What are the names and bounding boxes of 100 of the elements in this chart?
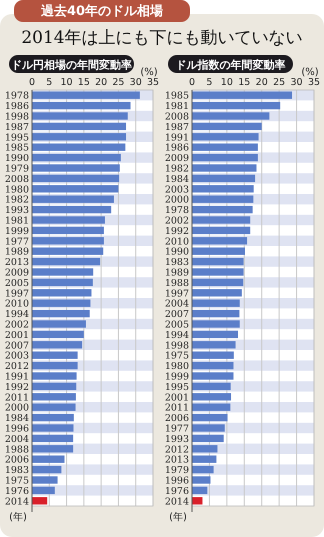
bar (32, 300, 90, 307)
y-tick-label: 1988 (164, 278, 189, 289)
bar (192, 414, 228, 422)
y-tick-label: 1996 (164, 476, 189, 486)
bar (32, 362, 78, 370)
y-tick-label: 1986 (164, 142, 189, 154)
y-tick-label: 2014 (164, 496, 189, 508)
x-tick-label: 10 (220, 77, 233, 88)
chart-title: ドル指数の年間変動率 (176, 58, 286, 72)
y-tick-label: 1980 (4, 184, 29, 196)
y-tick-label: 1991 (164, 132, 189, 144)
y-tick-label: 1991 (4, 372, 29, 382)
y-tick-label: 2014 (4, 496, 29, 508)
y-tick-label: 1999 (4, 226, 29, 237)
y-tick-label: 2009 (164, 153, 189, 164)
y-axis-title: (年) (9, 511, 27, 523)
y-tick-label: 1983 (164, 257, 189, 268)
y-tick-label: 2000 (4, 402, 29, 414)
y-tick-label: 2004 (164, 298, 189, 310)
bar (192, 237, 248, 244)
y-tick-label: 1983 (4, 465, 29, 476)
bar (192, 258, 244, 266)
y-tick-label: 2013 (4, 257, 29, 268)
y-tick-label: 1998 (4, 112, 29, 122)
y-tick-label: 2010 (4, 298, 29, 310)
y-tick-label: 2013 (164, 454, 189, 466)
bar (192, 112, 270, 120)
y-tick-label: 1989 (4, 246, 29, 258)
bar (192, 382, 231, 390)
x-axis-title: (%) (301, 67, 319, 78)
bar (192, 404, 230, 411)
x-tick-label: 25 (112, 77, 124, 88)
bar (32, 278, 93, 286)
y-tick-label: 1977 (4, 236, 29, 248)
bar (32, 237, 104, 244)
y-tick-label: 1979 (164, 465, 189, 476)
y-tick-label: 1982 (164, 164, 189, 174)
y-tick-label: 1979 (4, 164, 29, 174)
x-tick-label: 20 (95, 77, 108, 88)
bar (32, 476, 58, 484)
y-tick-label: 2006 (164, 413, 189, 424)
y-tick-label: 1975 (4, 476, 29, 486)
y-tick-label: 1993 (4, 205, 29, 216)
x-tick-label: 30 (290, 77, 303, 88)
y-tick-label: 2008 (4, 174, 29, 185)
bar (32, 341, 82, 348)
y-tick-label: 1995 (4, 132, 29, 144)
x-tick-label: 20 (256, 77, 268, 88)
x-tick-label: 35 (308, 77, 320, 88)
x-axis-title: (%) (140, 67, 158, 78)
bar (32, 466, 62, 474)
chart-title: ドル円相場の年間変動率 (11, 58, 132, 72)
y-tick-label: 2005 (4, 278, 29, 289)
y-tick-label: 2012 (4, 361, 29, 372)
y-tick-label: 1989 (164, 268, 189, 278)
text: 過去40年のドル相場 (40, 4, 164, 19)
bar (32, 382, 76, 390)
y-tick-label: 1997 (4, 288, 29, 300)
y-tick-label: 1992 (164, 226, 189, 237)
bar (192, 174, 256, 182)
y-tick-label: 2009 (4, 268, 29, 278)
y-tick-label: 1996 (4, 424, 29, 434)
y-tick-label: 2001 (4, 330, 29, 341)
bar (192, 341, 236, 348)
bar (192, 466, 214, 474)
y-tick-label: 2005 (164, 320, 189, 330)
y-tick-label: 1995 (164, 382, 189, 393)
bar (32, 424, 74, 432)
x-tick-label: 10 (60, 77, 73, 88)
bar (192, 393, 232, 400)
y-tick-label: 2004 (4, 434, 29, 445)
x-tick-label: 0 (188, 77, 196, 88)
bar (192, 154, 258, 162)
y-tick-label: 2008 (164, 112, 189, 122)
x-tick-label: 5 (206, 77, 212, 88)
bar (32, 216, 105, 224)
y-tick-label: 1987 (164, 122, 189, 133)
x-tick-label: 25 (273, 77, 286, 88)
bar (32, 174, 120, 182)
y-tick-label: 2007 (4, 340, 29, 352)
y-tick-label: 1975 (164, 350, 189, 362)
y-tick-label: 1993 (164, 434, 189, 445)
y-tick-label: 2011 (164, 402, 189, 414)
text: 2014年は上にも下にも動いていない (21, 28, 303, 48)
x-tick-label: 35 (146, 77, 160, 88)
bar (192, 434, 224, 442)
y-tick-label: 2011 (4, 392, 29, 404)
y-tick-label: 1994 (164, 330, 189, 341)
bar (32, 404, 76, 411)
y-tick-label: 1987 (4, 122, 29, 133)
y-tick-label: 2003 (4, 350, 29, 362)
y-tick-label: 1990 (164, 246, 189, 258)
x-tick-label: 30 (130, 77, 142, 88)
x-tick-label: 15 (78, 77, 90, 88)
y-tick-label: 1978 (164, 205, 189, 216)
bar (32, 497, 48, 504)
x-tick-label: 5 (46, 77, 52, 88)
y-tick-label: 2002 (164, 216, 189, 226)
bar (192, 133, 259, 140)
bar (192, 300, 240, 307)
